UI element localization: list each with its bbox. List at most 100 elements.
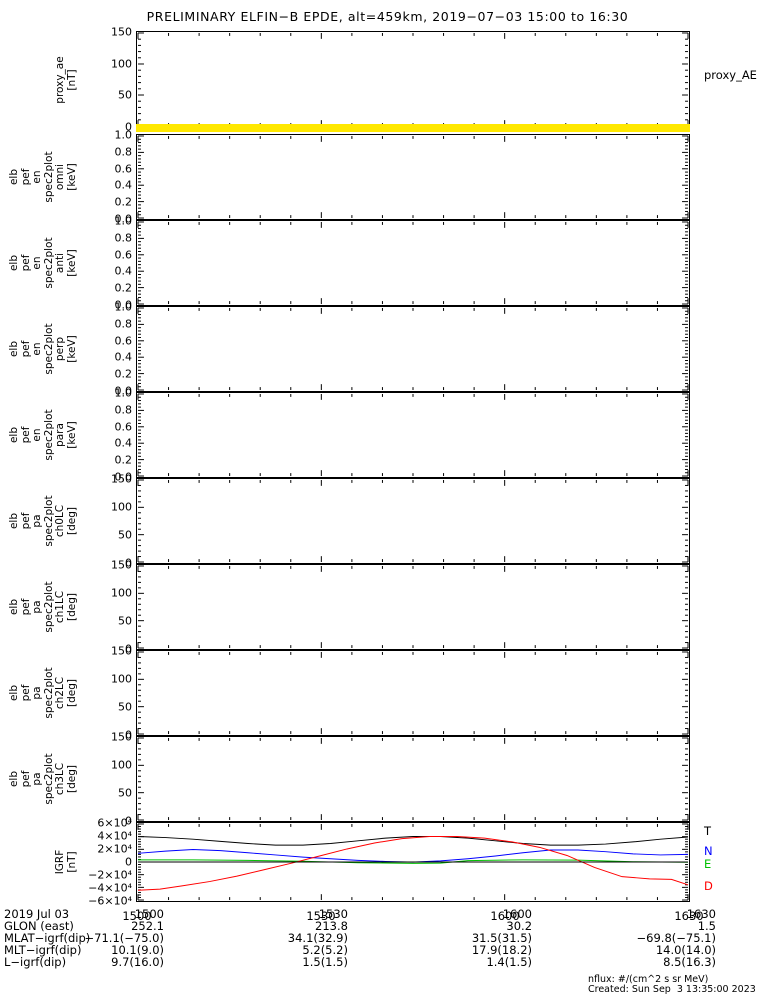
row-value: −69.8(−75.1) — [636, 930, 716, 945]
y-tick-label: 1.0 — [114, 300, 133, 314]
x-tick-label: 1500 — [122, 909, 152, 923]
panel-label-line: perp — [54, 336, 66, 362]
row-label: 2019 Jul 03 — [4, 907, 70, 921]
panel-label-pa-ch3lc: elb pef pa spec2plot ch3LC [deg] — [8, 736, 78, 822]
y-tick-label: 2×10⁴ — [97, 842, 132, 856]
y-tick-label: 0.6 — [114, 162, 133, 176]
legend-item-N: N — [704, 844, 713, 858]
x-tick-label: 1530 — [306, 909, 336, 923]
panel-label-line: [keV] — [65, 421, 78, 449]
y-tick-label: 0.2 — [114, 367, 133, 381]
row-value: 5.2(5.2) — [302, 942, 348, 957]
panel-label-line: en — [31, 256, 43, 270]
row-value: 10.1(9.0) — [111, 942, 164, 957]
panel-label-line: ch3LC — [54, 762, 66, 796]
panel-label-line: en — [31, 170, 43, 184]
y-tick-label: 0 — [125, 642, 132, 656]
panel-label-line: IGRF — [54, 849, 66, 875]
y-tick-label: −4×10⁴ — [88, 881, 132, 895]
y-tick-label: 150 — [111, 25, 132, 39]
row-value: 34.1(32.9) — [287, 930, 348, 945]
y-axis-ticks-en-para: 1.0 0.8 0.6 0.4 0.2 0.0 — [80, 388, 133, 483]
y-tick-label: 0.4 — [114, 178, 133, 192]
panel-label-line: elb — [8, 426, 20, 444]
panel-label-pa-ch0lc: elb pef pa spec2plot ch0LC [deg] — [8, 478, 78, 564]
y-tick-label: 0 — [125, 728, 132, 742]
panel-label-line: omni — [54, 163, 66, 191]
panel-label-line: elb — [8, 340, 20, 358]
trace-igrf-E — [137, 859, 689, 864]
y-tick-label: 0.6 — [114, 420, 133, 434]
panel-label-line: ch2LC — [54, 676, 66, 710]
y-tick-label: 0 — [125, 855, 132, 869]
y-tick-label: 50 — [118, 614, 132, 628]
plot-panel-pa-ch2lc — [136, 650, 690, 736]
panel-label-line: ch0LC — [54, 504, 66, 538]
plot-panel-pa-ch0lc — [136, 478, 690, 564]
y-tick-label: 150 — [111, 558, 132, 572]
row-label: MLAT−igrf(dip) — [4, 930, 91, 945]
y-tick-label: 100 — [111, 586, 132, 600]
y-tick-label: 150 — [111, 644, 132, 658]
row-value: −71.1(−75.0) — [84, 930, 164, 945]
y-tick-label: 0.4 — [114, 350, 133, 364]
y-tick-label: −6×10⁴ — [88, 894, 132, 908]
y-axis-ticks-proxy-ae: 150 100 50 0 — [80, 27, 132, 133]
panel-label-en-para: elb pef en spec2plot para [keV] — [8, 392, 78, 478]
plot-panel-en-omni — [136, 134, 690, 220]
row-value: 30.2 — [506, 918, 533, 933]
plot-panel-en-perp — [136, 306, 690, 392]
legend-item-E: E — [704, 857, 712, 871]
panel-label-line: pa — [31, 600, 43, 614]
y-tick-label: 1.0 — [114, 214, 133, 228]
y-tick-label: 100 — [111, 500, 132, 514]
y-tick-label: 50 — [118, 700, 132, 714]
panel-label-pa-ch2lc: elb pef pa spec2plot ch2LC [deg] — [8, 650, 78, 736]
plot-panel-igrf — [136, 822, 690, 902]
panel-label-line: ch1LC — [54, 590, 66, 624]
row-value: 14.0(14.0) — [655, 942, 716, 957]
y-axis-ticks-en-anti: 1.0 0.8 0.6 0.4 0.2 0.0 — [80, 216, 133, 311]
plot-panel-pa-ch1lc — [136, 564, 690, 650]
y-tick-label: 0.8 — [114, 145, 133, 159]
row-value: 1530 — [318, 907, 348, 921]
row-value: 1.4(1.5) — [486, 954, 533, 969]
y-tick-label: 50 — [118, 528, 132, 542]
page-title: PRELIMINARY ELFIN−B EPDE, alt=459km, 201… — [146, 9, 629, 24]
panel-label-line: [deg] — [65, 507, 78, 535]
panel-label-line: elb — [8, 512, 20, 530]
row-value: 9.7(16.0) — [111, 954, 164, 969]
y-tick-label: 0.4 — [114, 264, 133, 278]
x-tick-label: 1600 — [490, 909, 520, 923]
y-tick-label: 50 — [118, 786, 132, 800]
panel-label-line: elb — [8, 598, 20, 616]
y-tick-label: 0.8 — [114, 231, 133, 245]
y-axis-ticks-en-omni: 1.0 0.8 0.6 0.4 0.2 0.0 — [80, 130, 133, 225]
row-value: 8.5(16.3) — [663, 954, 716, 969]
footer-created: Created: Sun Sep 3 13:35:00 2023 — [588, 984, 756, 995]
y-tick-label: 1.0 — [114, 386, 133, 400]
panel-label-line: [keV] — [65, 335, 78, 363]
row-value: 31.5(31.5) — [471, 930, 533, 945]
y-tick-label: 1.0 — [114, 128, 133, 142]
y-tick-label: 0.8 — [114, 403, 133, 417]
y-axis-ticks-pa-ch0lc: 150 100 50 0 — [80, 474, 132, 569]
y-tick-label: 0.6 — [114, 334, 133, 348]
y-tick-label: 100 — [111, 57, 132, 71]
panel-label-line: pa — [31, 686, 43, 700]
panel-label-igrf: IGRF [nT] — [54, 822, 78, 902]
row-value: 1.5(1.5) — [302, 954, 348, 969]
plot-panel-pa-ch3lc — [136, 736, 690, 822]
panel-label-line: anti — [54, 252, 66, 274]
row-value: 17.9(18.2) — [471, 942, 533, 957]
panel-label-line: [deg] — [65, 593, 78, 621]
plot-panel-proxy-ae — [136, 31, 690, 128]
y-tick-label: 0.0 — [114, 470, 133, 484]
row-value: 1500 — [134, 907, 164, 921]
y-tick-label: 100 — [111, 672, 132, 686]
y-tick-label: 0.0 — [114, 212, 133, 226]
trace-igrf-D — [137, 835, 689, 891]
y-tick-label: 150 — [111, 472, 132, 486]
panel-label-line: elb — [8, 168, 20, 186]
y-tick-label: 0.0 — [114, 384, 133, 398]
